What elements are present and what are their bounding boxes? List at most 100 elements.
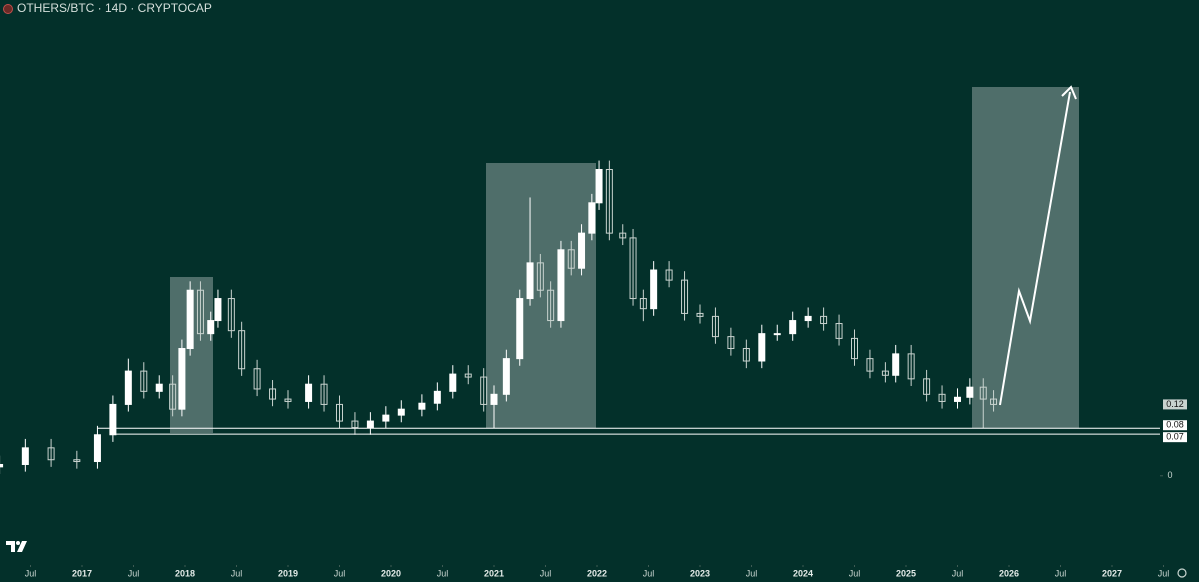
candle-body — [140, 370, 148, 392]
candle — [789, 311, 797, 341]
candle-body — [169, 383, 177, 410]
last-price-box — [1163, 399, 1187, 410]
candle — [804, 307, 812, 328]
level-label-box — [1163, 432, 1187, 443]
level-label-box — [1163, 420, 1187, 431]
x-tick-label: 2019 — [278, 568, 298, 578]
candle — [773, 324, 781, 341]
candle-body — [804, 315, 812, 322]
candle — [619, 224, 627, 246]
candle-body — [866, 358, 874, 372]
candle-body — [567, 249, 575, 269]
candle — [93, 425, 101, 469]
x-tick-label: 2026 — [999, 568, 1019, 578]
x-tick-label: Jul — [746, 568, 758, 578]
candle-body — [892, 353, 900, 376]
candle-body — [480, 376, 488, 405]
last-price-label: 0.12 — [1166, 399, 1184, 409]
candle — [214, 289, 222, 328]
x-tick-label: 2018 — [175, 568, 195, 578]
candle-body — [907, 353, 915, 380]
x-tick-label: 2027 — [1102, 568, 1122, 578]
candle-body — [366, 420, 374, 429]
logo-mark — [6, 541, 27, 552]
candle-body — [269, 388, 277, 400]
candle — [835, 314, 843, 346]
candle — [881, 362, 889, 383]
settings-icon[interactable] — [1177, 568, 1187, 578]
x-tick-label: 2025 — [896, 568, 916, 578]
candle-body — [820, 315, 828, 325]
candle — [547, 281, 555, 328]
candle — [351, 412, 359, 435]
candle — [227, 289, 235, 338]
candle-body — [953, 396, 961, 402]
candle — [464, 365, 472, 385]
candle-body — [305, 383, 313, 402]
candle — [109, 395, 117, 442]
candle — [238, 321, 246, 376]
x-tick-label: 2020 — [381, 568, 401, 578]
candle — [47, 438, 55, 467]
candle — [418, 394, 426, 417]
candle — [588, 193, 596, 241]
candle-body — [605, 169, 613, 234]
candle — [169, 375, 177, 417]
candle-body — [526, 262, 534, 300]
arrow-head — [1061, 85, 1077, 100]
candle-body — [619, 232, 627, 239]
x-tick-label: Jul — [952, 568, 964, 578]
plot — [0, 160, 998, 475]
candle-body — [711, 315, 719, 338]
candle — [650, 261, 658, 316]
candle-body — [284, 398, 292, 402]
candle — [433, 382, 441, 411]
candle-body — [335, 403, 343, 422]
candle — [207, 311, 215, 341]
candle — [269, 380, 277, 407]
candle-body — [449, 373, 457, 392]
level-label: 0.08 — [1166, 420, 1184, 430]
candle — [595, 160, 603, 210]
candle — [73, 450, 81, 469]
candle — [526, 197, 534, 306]
candle — [397, 400, 405, 423]
candle — [605, 160, 613, 241]
candle-body — [881, 370, 889, 376]
candle — [536, 253, 544, 298]
candle-body — [536, 262, 544, 291]
candle — [382, 406, 390, 429]
x-tick-label: 2024 — [793, 568, 813, 578]
candle — [711, 307, 719, 344]
x-tick-label: Jul — [437, 568, 449, 578]
candle — [938, 385, 946, 409]
candle — [696, 304, 704, 324]
candle — [639, 289, 647, 322]
candle-body — [93, 434, 101, 463]
y-tick-label: 0 — [1167, 470, 1172, 480]
candle-body — [665, 269, 673, 281]
candle-body — [490, 393, 498, 405]
candle — [866, 349, 874, 379]
candle-body — [923, 378, 931, 395]
candle — [820, 307, 828, 331]
candle-body — [990, 398, 998, 405]
candle-body — [196, 289, 204, 335]
candle — [196, 281, 204, 341]
candle-body — [629, 237, 637, 300]
candle — [124, 358, 132, 412]
candle-body — [938, 393, 946, 402]
candle-body — [433, 390, 441, 404]
candle — [253, 359, 261, 397]
candle-body — [758, 333, 766, 362]
level-label: 0.07 — [1166, 432, 1184, 442]
x-tick-label: Jul — [231, 568, 243, 578]
candle-body — [397, 408, 405, 416]
candle — [178, 339, 186, 417]
candle-body — [73, 459, 81, 463]
candle-body — [727, 336, 735, 350]
candle — [629, 228, 637, 306]
candle-body — [47, 447, 55, 461]
candle — [502, 349, 510, 402]
